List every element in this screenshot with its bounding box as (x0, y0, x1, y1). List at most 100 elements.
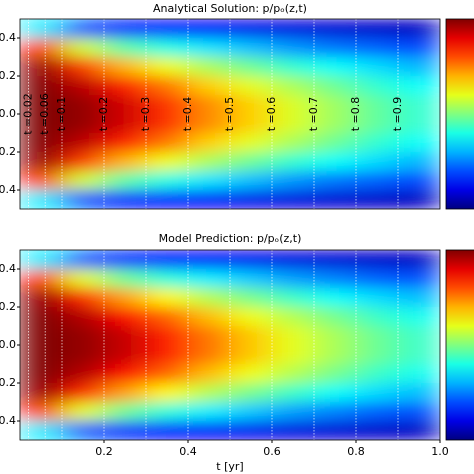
heatmap-cell (20, 269, 63, 289)
heatmap-cell (398, 114, 440, 134)
heatmap-cell (62, 133, 105, 153)
time-annotation: t =0.2 (97, 97, 110, 132)
heatmap-cell (188, 402, 231, 422)
x-tick-label: 0.8 (347, 445, 365, 458)
heatmap-cell (272, 421, 315, 440)
heatmap-cell (20, 190, 63, 209)
heatmap-cell (20, 364, 63, 384)
heatmap-cell (188, 269, 231, 289)
heatmap-cell (20, 345, 63, 365)
heatmap-cell (62, 326, 105, 346)
heatmap-cell (230, 326, 273, 346)
heatmap-cell (62, 421, 105, 440)
heatmap-cell (62, 250, 105, 270)
heatmap-cell (104, 307, 147, 327)
heatmap-cell (20, 171, 63, 191)
heatmap-cell (272, 307, 315, 327)
chart-title: Analytical Solution: p/pₒ(z,t) (153, 2, 307, 15)
heatmap-cell (230, 76, 273, 96)
heatmap-cell (314, 114, 357, 134)
heatmap-cell (314, 288, 357, 308)
heatmap-cell (314, 38, 357, 58)
heatmap-cell (20, 19, 63, 39)
heatmap-cell (20, 38, 63, 58)
x-tick-label: 0.2 (95, 445, 113, 458)
time-annotation: t =0.06 (38, 93, 51, 135)
heatmap-cell (104, 383, 147, 403)
heatmap-cell (230, 269, 273, 289)
heatmap-cell (62, 269, 105, 289)
heatmap-cell (146, 402, 189, 422)
heatmap-cell (314, 190, 357, 209)
heatmap-cell (146, 326, 189, 346)
heatmap-cell (20, 307, 63, 327)
colorbar (445, 249, 474, 441)
heatmap-cell (314, 383, 357, 403)
heatmap-cell (188, 383, 231, 403)
time-annotation: t =0.1 (55, 97, 68, 132)
heatmap-cell (356, 269, 399, 289)
time-annotation: t =0.5 (223, 97, 236, 132)
heatmap-cell (146, 345, 189, 365)
heatmap-cell (398, 288, 440, 308)
heatmap-cell (230, 250, 273, 270)
heatmap-cell (62, 19, 105, 39)
heatmap-cell (398, 269, 440, 289)
heatmap-cell (104, 19, 147, 39)
heatmap-cell (398, 38, 440, 58)
heatmap-cell (104, 345, 147, 365)
y-tick-label: 0.4 (0, 262, 16, 275)
heatmap-cell (356, 114, 399, 134)
heatmap-cell (272, 38, 315, 58)
heatmap-cell (314, 402, 357, 422)
heatmap-cell (188, 95, 231, 115)
heatmap-cell (62, 190, 105, 209)
heatmap-cell (314, 345, 357, 365)
heatmap-cell (398, 76, 440, 96)
heatmap-cell (356, 76, 399, 96)
chart-title: Model Prediction: p/pₒ(z,t) (159, 232, 302, 245)
heatmap-cell (188, 57, 231, 77)
y-tick-label: 0.2 (0, 145, 16, 158)
heatmap-cell (356, 402, 399, 422)
heatmap-cell (272, 171, 315, 191)
heatmap-cell (272, 383, 315, 403)
heatmap-cell (356, 345, 399, 365)
heatmap-cell (188, 133, 231, 153)
heatmap-cell (272, 364, 315, 384)
heatmap-cell (146, 38, 189, 58)
heatmap-cell (62, 114, 105, 134)
heatmap-cell (20, 114, 63, 134)
heatmap-cell (272, 288, 315, 308)
heatmap-cell (230, 38, 273, 58)
colorbar (445, 18, 474, 210)
heatmap-cell (398, 345, 440, 365)
heatmap-cell (146, 364, 189, 384)
y-tick-label: 0.0 (0, 107, 16, 120)
heatmap-cell (356, 19, 399, 39)
heatmap-cell (104, 38, 147, 58)
heatmap-cell (230, 288, 273, 308)
heatmap-cell (398, 250, 440, 270)
heatmap-cell (62, 307, 105, 327)
heatmap-area (20, 19, 440, 209)
heatmap-cell (188, 326, 231, 346)
heatmap-cell (188, 76, 231, 96)
heatmap-cell (314, 269, 357, 289)
heatmap-cell (356, 190, 399, 209)
heatmap-cell (398, 421, 440, 440)
heatmap-cell (272, 57, 315, 77)
heatmap-cell (398, 402, 440, 422)
time-annotation: t =0.02 (21, 93, 34, 135)
heatmap (20, 250, 440, 440)
heatmap-cell (146, 133, 189, 153)
heatmap-cell (230, 421, 273, 440)
heatmap-area (20, 250, 440, 440)
heatmap-cell (104, 288, 147, 308)
y-tick-label: 0.2 (0, 300, 16, 313)
heatmap-cell (398, 133, 440, 153)
heatmap-cell (230, 383, 273, 403)
heatmap-cell (230, 95, 273, 115)
heatmap-cell (104, 133, 147, 153)
